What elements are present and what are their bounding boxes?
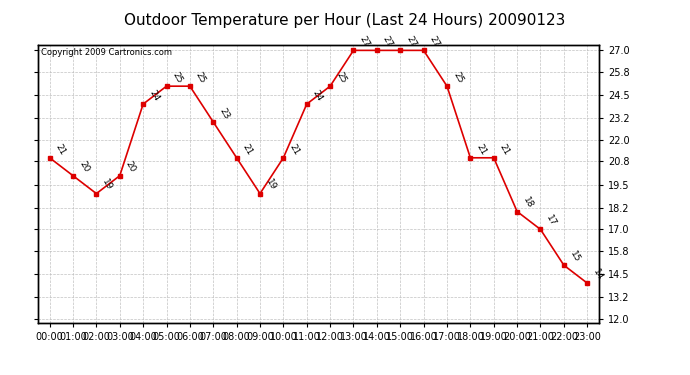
Text: 24: 24 bbox=[311, 88, 324, 103]
Text: 27: 27 bbox=[381, 34, 395, 49]
Text: 21: 21 bbox=[54, 142, 68, 156]
Text: 25: 25 bbox=[170, 70, 184, 85]
Text: 19: 19 bbox=[101, 178, 114, 192]
Text: 25: 25 bbox=[334, 70, 348, 85]
Text: 15: 15 bbox=[568, 249, 582, 264]
Text: 20: 20 bbox=[124, 160, 137, 174]
Text: 27: 27 bbox=[428, 34, 442, 49]
Text: 25: 25 bbox=[194, 70, 208, 85]
Text: 24: 24 bbox=[147, 88, 161, 103]
Text: 21: 21 bbox=[498, 142, 511, 156]
Text: 20: 20 bbox=[77, 160, 90, 174]
Text: 27: 27 bbox=[357, 34, 371, 49]
Text: 25: 25 bbox=[451, 70, 464, 85]
Text: Copyright 2009 Cartronics.com: Copyright 2009 Cartronics.com bbox=[41, 48, 172, 57]
Text: 14: 14 bbox=[591, 267, 605, 282]
Text: 19: 19 bbox=[264, 178, 277, 192]
Text: 23: 23 bbox=[217, 106, 231, 121]
Text: 21: 21 bbox=[288, 142, 301, 156]
Text: 21: 21 bbox=[475, 142, 488, 156]
Text: 18: 18 bbox=[521, 196, 535, 210]
Text: 21: 21 bbox=[241, 142, 255, 156]
Text: 17: 17 bbox=[544, 213, 558, 228]
Text: Outdoor Temperature per Hour (Last 24 Hours) 20090123: Outdoor Temperature per Hour (Last 24 Ho… bbox=[124, 13, 566, 28]
Text: 27: 27 bbox=[404, 34, 418, 49]
